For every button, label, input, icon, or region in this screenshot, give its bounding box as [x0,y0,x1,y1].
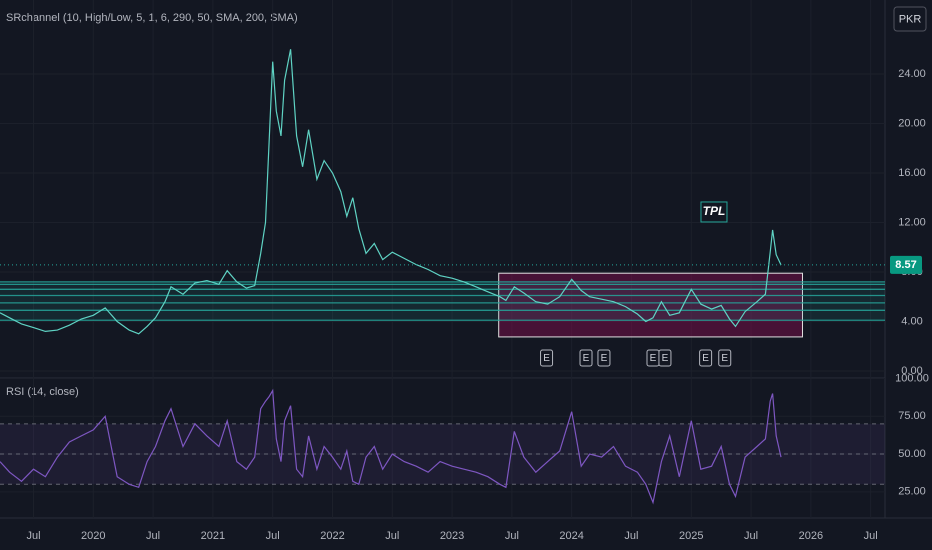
y-tick-label: 20.00 [898,117,926,129]
annotation: TPL [703,204,726,218]
x-tick-label: 2021 [201,530,225,542]
earnings-label: E [583,353,590,364]
earnings-label: E [662,353,669,364]
x-tick-label: 2024 [559,530,583,542]
y-tick-label: 16.00 [898,167,926,179]
y-tick-label: 4.00 [901,315,922,327]
y-tick-label: 24.00 [898,68,926,80]
x-tick-label: 2023 [440,530,464,542]
earnings-marker [579,349,593,367]
earnings-label: E [721,353,728,364]
y-tick-label: 0.00 [901,365,922,377]
currency-button[interactable] [893,6,927,32]
y-tick-label: 12.00 [898,216,926,228]
x-tick-label: Jul [864,530,878,542]
earnings-marker [540,349,554,367]
earnings-label: E [702,353,709,364]
earnings-marker [699,349,713,367]
y-tick-label: 25.00 [898,486,926,498]
x-tick-label: Jul [146,530,160,542]
y-tick-label: 50.00 [898,448,926,460]
sr-zone [0,281,885,321]
x-tick-label: 2025 [679,530,703,542]
rsi-title: RSI (14, close) [6,386,79,398]
last-price-box [890,255,922,274]
x-tick-label: Jul [266,530,280,542]
x-tick-label: Jul [624,530,638,542]
x-tick-label: Jul [385,530,399,542]
y-tick-label: 75.00 [898,410,926,422]
currency[interactable]: PKR [899,13,922,25]
y-tick-label: 100.00 [895,372,929,384]
x-tick-label: Jul [505,530,519,542]
series-line [0,49,782,335]
earnings-marker [658,349,672,367]
x-tick-label: 2026 [799,530,823,542]
x-tick-label: 2022 [320,530,344,542]
earnings-marker [718,349,732,367]
last-price-label: 8.57 [895,259,916,271]
earnings-label: E [543,353,550,364]
x-tick-label: Jul [744,530,758,542]
earnings-label: E [650,353,657,364]
earnings-label: E [601,353,608,364]
earnings-marker [597,349,611,367]
indicator-title: SRchannel (10, High/Low, 5, 1, 6, 290, 5… [6,12,298,24]
x-tick-label: 2020 [81,530,105,542]
series-line [0,388,782,505]
annotation-box [700,201,728,223]
x-tick-label: Jul [26,530,40,542]
